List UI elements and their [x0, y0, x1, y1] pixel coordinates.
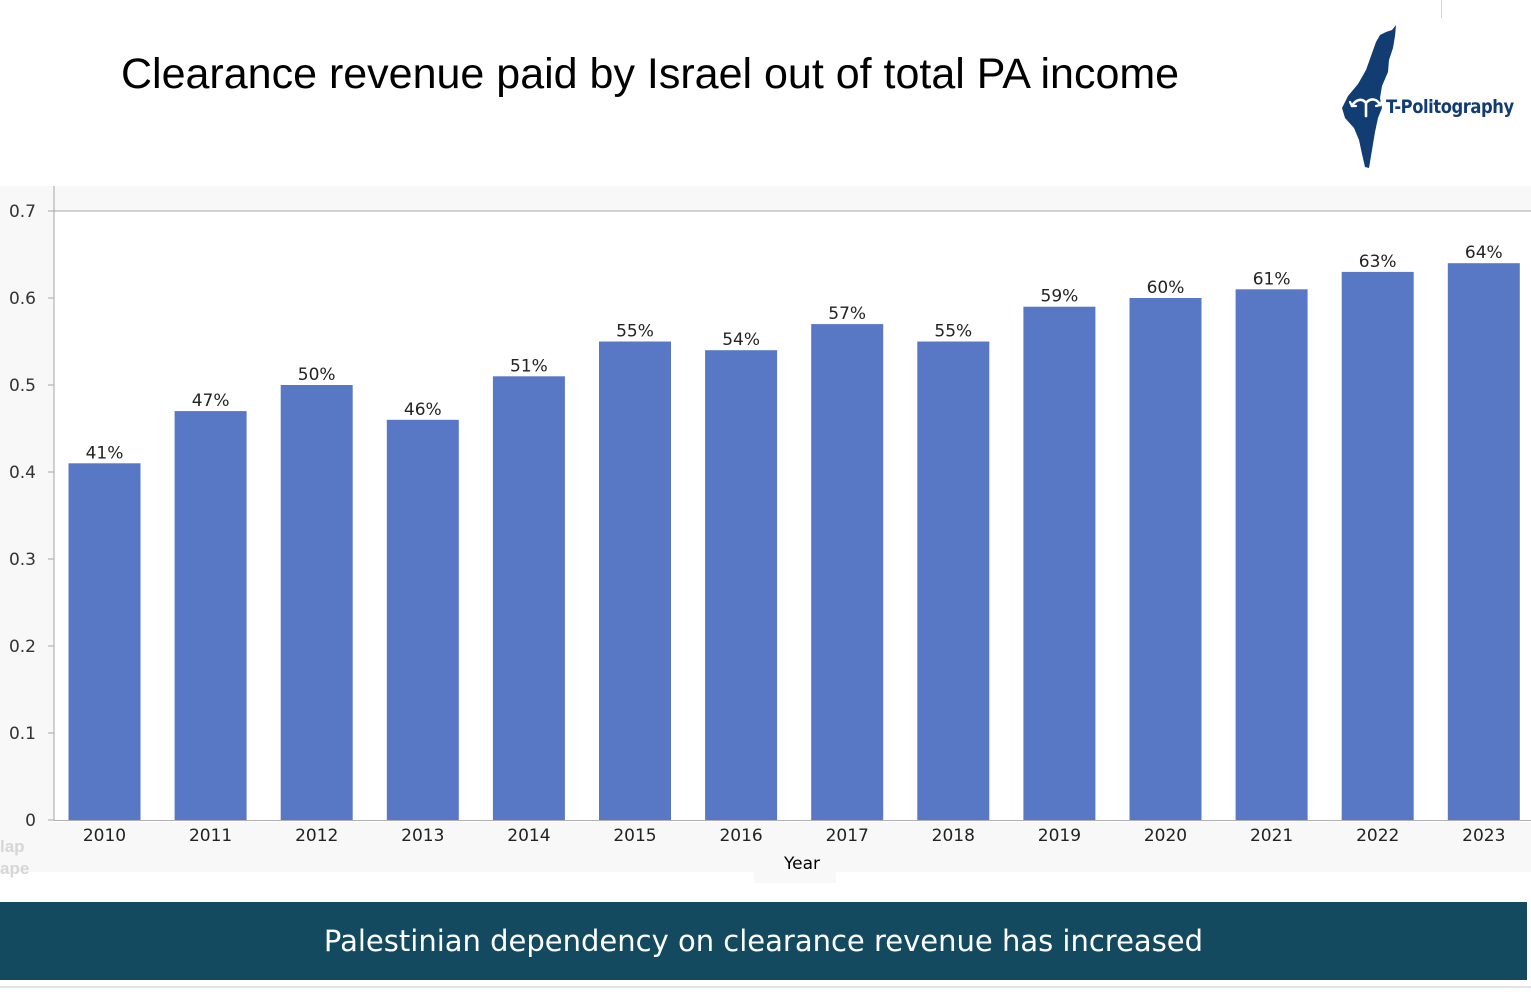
israel-map-icon	[1342, 25, 1396, 168]
x-tick-label-2020: 2020	[1144, 826, 1187, 846]
data-label-2021: 61%	[1253, 269, 1291, 289]
bar-2019	[1023, 306, 1096, 820]
data-label-2017: 57%	[828, 304, 866, 324]
bar-2017	[811, 324, 884, 820]
data-label-2013: 46%	[404, 400, 442, 420]
bar-2016	[705, 350, 778, 820]
data-label-2014: 51%	[510, 356, 548, 376]
corner-divider	[1441, 0, 1442, 18]
bottom-divider	[0, 986, 1531, 988]
x-tick-label-2013: 2013	[401, 826, 444, 846]
data-label-2019: 59%	[1041, 287, 1079, 307]
bar-2023	[1447, 263, 1520, 820]
bar-2012	[280, 385, 353, 820]
logo-text: T-Politography	[1386, 96, 1514, 118]
data-label-2011: 47%	[192, 391, 230, 411]
x-tick-label-2022: 2022	[1356, 826, 1399, 846]
data-label-2012: 50%	[298, 365, 336, 385]
background-artifact: lap ape	[0, 837, 30, 878]
key-takeaway-banner: Palestinian dependency on clearance reve…	[0, 902, 1527, 980]
bar-2018	[917, 341, 990, 820]
bar-chart: 0 0.1 0.2 0.3 0.4 0.5 0.6 0.7 41% 2010 47% 2011 50%…	[9, 186, 1531, 874]
x-tick-label-2017: 2017	[826, 826, 869, 846]
y-tick-label: 0.4	[9, 463, 36, 483]
bar-2015	[599, 341, 671, 820]
y-tick-label: 0.5	[9, 376, 36, 396]
slide-title: Clearance revenue paid by Israel out of …	[121, 50, 1180, 98]
y-tick-label: 0.3	[9, 550, 36, 570]
bar-2014	[492, 376, 565, 820]
x-tick-label-2016: 2016	[719, 826, 762, 846]
x-tick-label-2023: 2023	[1462, 826, 1505, 846]
x-tick-label-2015: 2015	[613, 826, 656, 846]
x-tick-label-2011: 2011	[189, 826, 232, 846]
bar-2022	[1341, 271, 1414, 820]
data-label-2015: 55%	[616, 322, 654, 342]
bar-2021	[1235, 289, 1308, 820]
data-label-2023: 64%	[1465, 243, 1503, 263]
data-label-2018: 55%	[934, 322, 972, 342]
banner-text: Palestinian dependency on clearance reve…	[323, 924, 1204, 958]
bar-2010	[68, 463, 141, 820]
data-label-2020: 60%	[1147, 278, 1185, 298]
logo	[1340, 22, 1530, 172]
y-tick-label: 0.1	[9, 724, 36, 744]
x-tick-label-2014: 2014	[507, 826, 550, 846]
y-tick-label: 0.6	[9, 289, 36, 309]
y-tick-label: 0.2	[9, 637, 36, 657]
x-tick-label-2021: 2021	[1250, 826, 1293, 846]
x-tick-label-2018: 2018	[932, 826, 975, 846]
xlabel-tab	[754, 870, 836, 883]
x-tick-label-2019: 2019	[1038, 826, 1081, 846]
bar-2013	[386, 419, 459, 820]
y-tick-label: 0.7	[9, 202, 36, 222]
x-tick-label-2012: 2012	[295, 826, 338, 846]
bar-2011	[174, 411, 247, 820]
data-label-2010: 41%	[86, 443, 124, 463]
y-tick-label: 0	[25, 811, 36, 831]
data-label-2022: 63%	[1359, 252, 1397, 272]
data-label-2016: 54%	[722, 330, 760, 350]
x-axis-title: Year	[783, 854, 820, 874]
x-tick-label-2010: 2010	[83, 826, 126, 846]
bar-2020	[1129, 298, 1202, 820]
